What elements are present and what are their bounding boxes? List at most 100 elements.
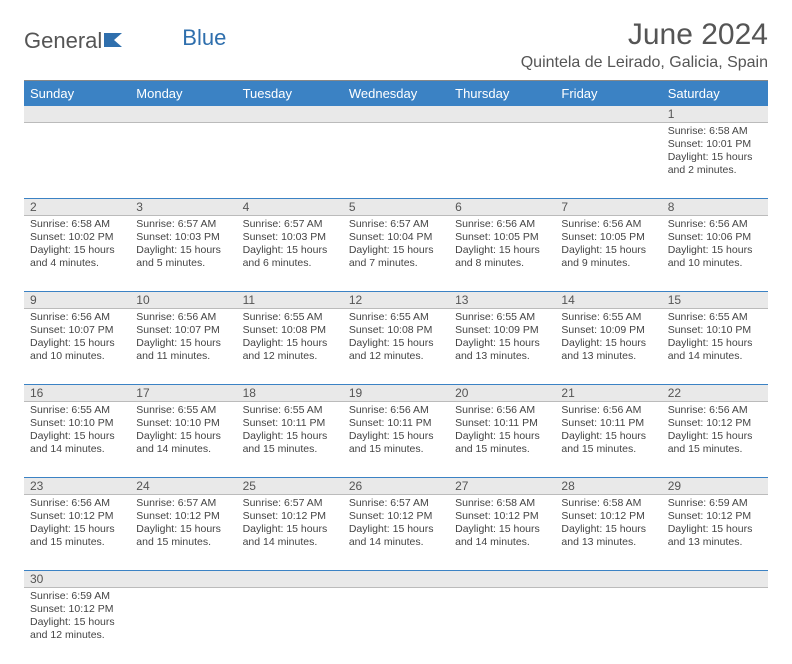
day-number-cell: 17: [130, 385, 236, 402]
sunrise-text: Sunrise: 6:55 AM: [30, 404, 124, 417]
day-cell-body: Sunrise: 6:57 AMSunset: 10:03 PMDaylight…: [130, 216, 236, 275]
daylight-text: and 10 minutes.: [668, 257, 762, 270]
calendar-table: Sunday Monday Tuesday Wednesday Thursday…: [24, 81, 768, 664]
sunrise-text: Sunrise: 6:56 AM: [561, 404, 655, 417]
sunrise-text: Sunrise: 6:58 AM: [30, 218, 124, 231]
daylight-text: and 15 minutes.: [668, 443, 762, 456]
day-number-cell: [24, 106, 130, 123]
daylight-text: Daylight: 15 hours: [349, 430, 443, 443]
day-number-cell: 30: [24, 571, 130, 588]
day-number-cell: 19: [343, 385, 449, 402]
day-cell: Sunrise: 6:57 AMSunset: 10:03 PMDaylight…: [130, 216, 236, 292]
day-number-cell: [555, 571, 661, 588]
daylight-text: and 13 minutes.: [561, 536, 655, 549]
month-title: June 2024: [521, 18, 768, 52]
day-cell: [449, 588, 555, 664]
day-cell: Sunrise: 6:56 AMSunset: 10:05 PMDaylight…: [449, 216, 555, 292]
day-cell-body: Sunrise: 6:55 AMSunset: 10:08 PMDaylight…: [343, 309, 449, 368]
day-number-cell: 26: [343, 478, 449, 495]
day-number-cell: 7: [555, 199, 661, 216]
day-cell: Sunrise: 6:57 AMSunset: 10:03 PMDaylight…: [237, 216, 343, 292]
day-number-cell: [130, 106, 236, 123]
daylight-text: Daylight: 15 hours: [349, 337, 443, 350]
day-cell-body: Sunrise: 6:56 AMSunset: 10:05 PMDaylight…: [555, 216, 661, 275]
daylight-text: and 6 minutes.: [243, 257, 337, 270]
day-number-cell: 20: [449, 385, 555, 402]
daylight-text: Daylight: 15 hours: [668, 337, 762, 350]
daylight-text: Daylight: 15 hours: [349, 523, 443, 536]
day-number-cell: 12: [343, 292, 449, 309]
weekday-friday: Friday: [555, 81, 661, 106]
day-number-cell: [662, 571, 768, 588]
daylight-text: and 13 minutes.: [561, 350, 655, 363]
day-cell-body: Sunrise: 6:59 AMSunset: 10:12 PMDaylight…: [662, 495, 768, 554]
day-cell: Sunrise: 6:58 AMSunset: 10:02 PMDaylight…: [24, 216, 130, 292]
daylight-text: and 15 minutes.: [455, 443, 549, 456]
sunset-text: Sunset: 10:10 PM: [136, 417, 230, 430]
daylight-text: and 14 minutes.: [136, 443, 230, 456]
week-row: Sunrise: 6:55 AMSunset: 10:10 PMDaylight…: [24, 402, 768, 478]
sunrise-text: Sunrise: 6:56 AM: [668, 218, 762, 231]
daylight-text: Daylight: 15 hours: [668, 244, 762, 257]
day-number-cell: 11: [237, 292, 343, 309]
daylight-text: and 9 minutes.: [561, 257, 655, 270]
sunset-text: Sunset: 10:11 PM: [349, 417, 443, 430]
daylight-text: Daylight: 15 hours: [30, 523, 124, 536]
sunrise-text: Sunrise: 6:55 AM: [136, 404, 230, 417]
day-cell-body: Sunrise: 6:55 AMSunset: 10:10 PMDaylight…: [130, 402, 236, 461]
day-cell: Sunrise: 6:55 AMSunset: 10:11 PMDaylight…: [237, 402, 343, 478]
sunset-text: Sunset: 10:09 PM: [455, 324, 549, 337]
day-cell-body: Sunrise: 6:55 AMSunset: 10:08 PMDaylight…: [237, 309, 343, 368]
sunrise-text: Sunrise: 6:55 AM: [243, 404, 337, 417]
day-cell: Sunrise: 6:55 AMSunset: 10:08 PMDaylight…: [343, 309, 449, 385]
day-cell-body: Sunrise: 6:57 AMSunset: 10:12 PMDaylight…: [237, 495, 343, 554]
sunset-text: Sunset: 10:02 PM: [30, 231, 124, 244]
day-cell: [343, 123, 449, 199]
weekday-saturday: Saturday: [662, 81, 768, 106]
sunrise-text: Sunrise: 6:58 AM: [455, 497, 549, 510]
daylight-text: Daylight: 15 hours: [455, 523, 549, 536]
day-number-cell: 25: [237, 478, 343, 495]
day-cell-body: Sunrise: 6:57 AMSunset: 10:12 PMDaylight…: [130, 495, 236, 554]
day-number-cell: 16: [24, 385, 130, 402]
day-cell: Sunrise: 6:56 AMSunset: 10:11 PMDaylight…: [555, 402, 661, 478]
sunset-text: Sunset: 10:07 PM: [30, 324, 124, 337]
sunrise-text: Sunrise: 6:56 AM: [30, 497, 124, 510]
day-number-cell: 14: [555, 292, 661, 309]
day-cell: Sunrise: 6:59 AMSunset: 10:12 PMDaylight…: [662, 495, 768, 571]
week-row: Sunrise: 6:56 AMSunset: 10:12 PMDaylight…: [24, 495, 768, 571]
day-cell: Sunrise: 6:56 AMSunset: 10:05 PMDaylight…: [555, 216, 661, 292]
weekday-tuesday: Tuesday: [237, 81, 343, 106]
daylight-text: Daylight: 15 hours: [30, 430, 124, 443]
daylight-text: and 12 minutes.: [30, 629, 124, 642]
day-cell: Sunrise: 6:57 AMSunset: 10:12 PMDaylight…: [237, 495, 343, 571]
day-number-cell: [130, 571, 236, 588]
weekday-header-row: Sunday Monday Tuesday Wednesday Thursday…: [24, 81, 768, 106]
daylight-text: and 11 minutes.: [136, 350, 230, 363]
day-number-cell: 5: [343, 199, 449, 216]
day-number-cell: [555, 106, 661, 123]
day-cell: Sunrise: 6:56 AMSunset: 10:12 PMDaylight…: [662, 402, 768, 478]
flag-icon: [104, 31, 126, 52]
daylight-text: Daylight: 15 hours: [455, 244, 549, 257]
day-cell: [130, 588, 236, 664]
daylight-text: Daylight: 15 hours: [136, 523, 230, 536]
daylight-text: and 15 minutes.: [136, 536, 230, 549]
day-cell: Sunrise: 6:55 AMSunset: 10:10 PMDaylight…: [662, 309, 768, 385]
day-cell: Sunrise: 6:59 AMSunset: 10:12 PMDaylight…: [24, 588, 130, 664]
daylight-text: Daylight: 15 hours: [561, 337, 655, 350]
sunset-text: Sunset: 10:05 PM: [561, 231, 655, 244]
day-cell: Sunrise: 6:55 AMSunset: 10:09 PMDaylight…: [555, 309, 661, 385]
sunrise-text: Sunrise: 6:55 AM: [561, 311, 655, 324]
day-cell-body: Sunrise: 6:56 AMSunset: 10:07 PMDaylight…: [24, 309, 130, 368]
daylight-text: and 8 minutes.: [455, 257, 549, 270]
weekday-thursday: Thursday: [449, 81, 555, 106]
sunrise-text: Sunrise: 6:55 AM: [668, 311, 762, 324]
day-number-cell: 18: [237, 385, 343, 402]
daylight-text: Daylight: 15 hours: [30, 244, 124, 257]
sunrise-text: Sunrise: 6:55 AM: [243, 311, 337, 324]
daylight-text: and 15 minutes.: [349, 443, 443, 456]
day-number-cell: [237, 571, 343, 588]
daylight-text: and 12 minutes.: [349, 350, 443, 363]
day-number-cell: 23: [24, 478, 130, 495]
